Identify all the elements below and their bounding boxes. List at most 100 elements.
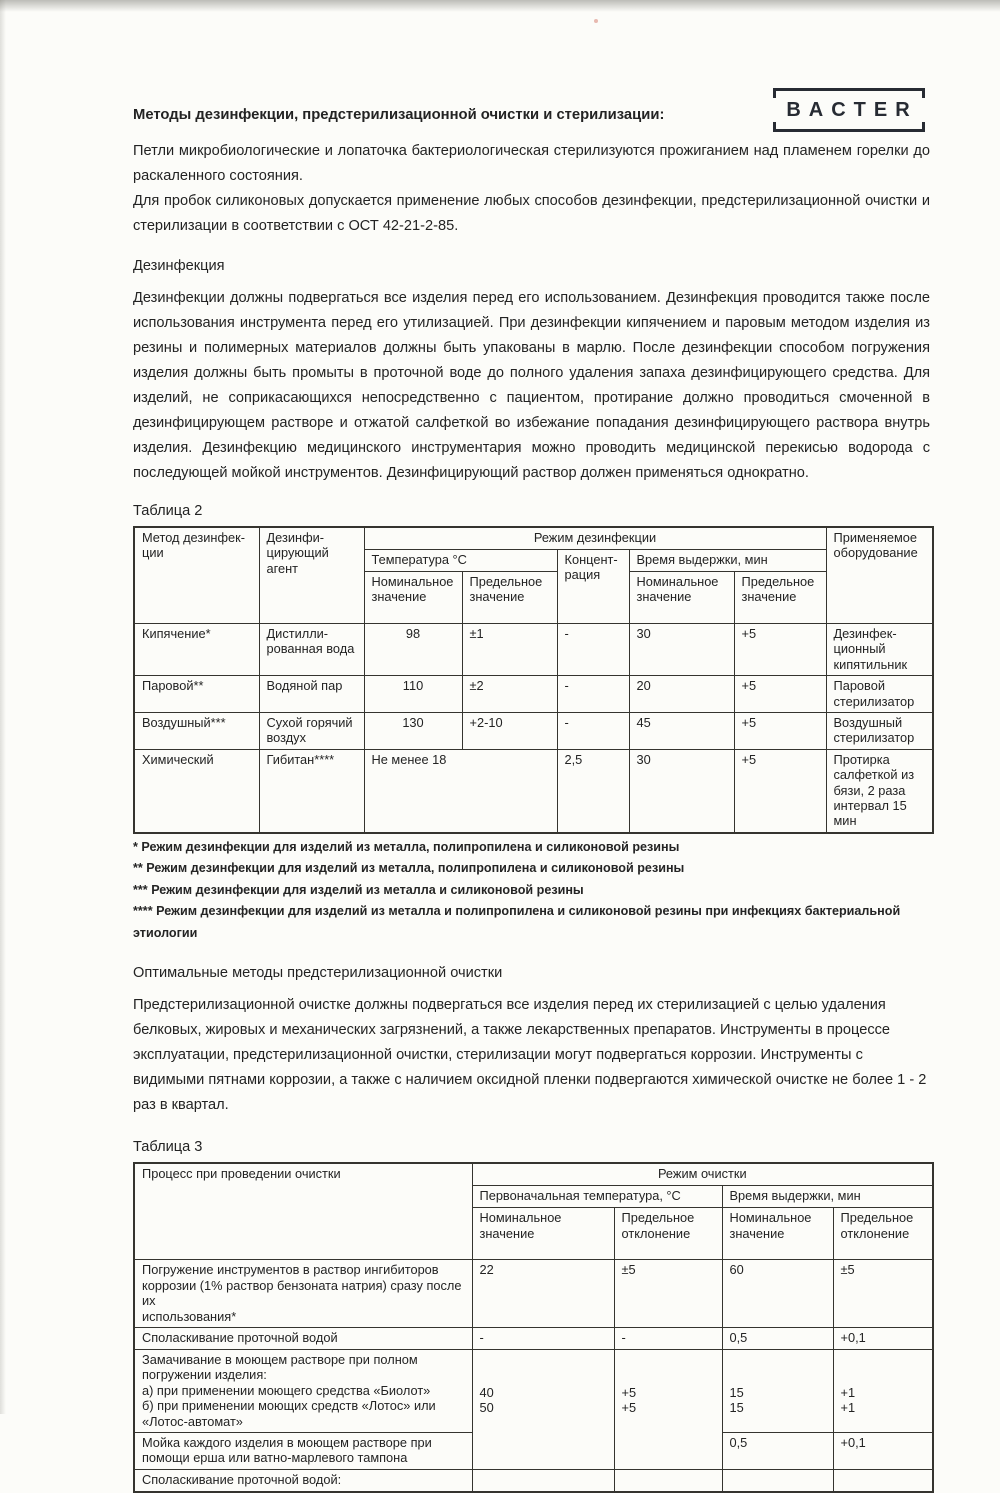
cell-time-nominal [721, 1468, 834, 1493]
cell-temp-deviation: +5 +5 [613, 1349, 723, 1470]
cell-process: Споласкивание проточной водой: [133, 1468, 473, 1493]
document-title: Методы дезинфекции, предстерилизационной… [133, 107, 665, 123]
logo-text: BACTER [786, 98, 918, 121]
cell-process: Споласкивание проточной водой [133, 1327, 473, 1350]
cell-method: Химический [133, 748, 260, 834]
col-header-limit: Предельное значение [461, 571, 558, 624]
cell-time-deviation [832, 1468, 934, 1493]
cell-concentration: - [556, 675, 630, 714]
cell-temp-nominal: 110 [363, 675, 463, 714]
footnote: *** Режим дезинфекции для изделий из мет… [133, 882, 584, 897]
logo-frame-corner [773, 122, 776, 129]
col-header-process: Процесс при проведении очистки [133, 1162, 473, 1261]
logo-frame-corner [773, 91, 776, 98]
cell-method: Воздушный*** [133, 712, 260, 750]
cell-temp-limit: ±2 [461, 675, 558, 714]
table-row: Воздушный*** Сухой горячий воздух 130 +2… [133, 712, 934, 750]
table-row: Химический Гибитан**** Не менее 18 2,5 3… [133, 748, 934, 834]
scan-edge-top [0, 0, 1000, 12]
logo-frame-corner [922, 122, 925, 129]
table-header-row: Номинальное значение Предельное отклонен… [134, 1207, 934, 1261]
col-header-temperature: Первоначальная температура, °С [471, 1185, 723, 1209]
cell-time-deviation: ±5 [832, 1259, 934, 1328]
cell-agent: Сухой горячий воздух [258, 712, 365, 750]
cleaning-paragraph: Предстерилизационной очистке должны подв… [133, 997, 927, 1114]
bacter-logo: BACTER [773, 88, 925, 132]
col-header-temperature: Температура °С [363, 549, 558, 572]
col-header-nominal: Номинальное значение [363, 571, 463, 624]
cell-equipment: Дезинфек- ционный кипятильник [825, 622, 934, 677]
col-header-deviation: Предельное отклонение [613, 1207, 723, 1261]
col-header-nominal: Номинальное значение [721, 1207, 834, 1261]
cell-method: Паровой** [133, 675, 260, 714]
cell-agent: Гибитан**** [258, 748, 365, 834]
logo-frame-corner [922, 91, 925, 98]
table-row: Паровой** Водяной пар 110 ±2 - 20 +5 Пар… [133, 675, 934, 714]
col-header-method: Метод дезинфек- ции [133, 526, 260, 624]
table-header-row: Метод дезинфек- ции Дезинфи- цирующий аг… [133, 526, 934, 624]
cell-temp-span: Не менее 18 [363, 748, 558, 834]
cell-time-limit: +5 [733, 675, 827, 714]
col-header-time: Время выдержки, мин [721, 1185, 934, 1209]
cell-temp-limit: ±1 [461, 622, 558, 677]
section-heading-cleaning: Оптимальные методы предстерилизационной … [133, 965, 503, 982]
disinfection-paragraph: Дезинфекции должны подвергаться все изде… [133, 290, 930, 481]
cell-time-limit: +5 [733, 748, 827, 834]
cell-temp-nominal: 40 50 [471, 1349, 615, 1470]
col-header-concentration: Концент- рация [556, 549, 630, 624]
col-header-deviation: Предельное отклонение [832, 1207, 934, 1261]
col-header-nominal: Номинальное значение [471, 1207, 615, 1261]
cell-equipment: Воздушный стерилизатор [825, 712, 934, 750]
table-row: Споласкивание проточной водой: [133, 1468, 934, 1493]
cell-temp-nominal [471, 1468, 615, 1493]
cell-concentration: - [556, 622, 630, 677]
table-row: Споласкивание проточной водой - - 0,5 +0… [133, 1327, 934, 1350]
cell-time-nominal: 30 [628, 748, 735, 834]
cell-temp-nominal: 22 [471, 1259, 615, 1328]
cell-time-limit: +5 [733, 712, 827, 750]
cell-temp-limit: +2-10 [461, 712, 558, 750]
col-header-equipment: Применяемое оборудование [825, 526, 934, 624]
cell-time-nominal: 20 [628, 675, 735, 714]
col-header-nominal: Номинальное значение [628, 571, 735, 624]
cell-process: Мойка каждого изделия в моющем растворе … [133, 1432, 473, 1470]
table-row: Погружение инструментов в раствор ингиби… [133, 1259, 934, 1328]
col-header-time: Время выдержки, мин [628, 549, 827, 572]
cell-time-deviation: +0,1 [832, 1432, 934, 1470]
cell-temp-deviation [613, 1468, 723, 1493]
cell-equipment: Паровой стерилизатор [825, 675, 934, 714]
cleaning-modes-table: Процесс при проведении очистки Режим очи… [133, 1162, 935, 1493]
cell-time-nominal: 60 [721, 1259, 834, 1328]
cell-method: Кипячение* [133, 622, 260, 677]
intro-paragraph: Петли микробиологические и лопаточка бак… [133, 143, 930, 234]
document-content: Методы дезинфекции, предстерилизационной… [133, 0, 935, 1493]
cell-temp-nominal: 98 [363, 622, 463, 677]
cell-time-nominal: 0,5 [721, 1432, 834, 1470]
cell-temp-nominal: - [471, 1327, 615, 1350]
col-header-mode: Режим дезинфекции [363, 526, 827, 550]
cell-temp-deviation: - [613, 1327, 723, 1350]
cell-process: Погружение инструментов в раствор ингиби… [133, 1259, 473, 1328]
section-heading-disinfection: Дезинфекция [133, 258, 225, 274]
scan-artifact-dot [594, 19, 598, 23]
col-header-limit: Предельное значение [733, 571, 827, 624]
table-row: Кипячение* Дистилли- рованная вода 98 ±1… [133, 622, 934, 677]
cell-concentration: - [556, 712, 630, 750]
table-header-row: Номинальное значение Предельное значение… [134, 571, 933, 624]
cell-temp-nominal: 130 [363, 712, 463, 750]
cell-concentration: 2,5 [556, 748, 630, 834]
cell-time-deviation: +0,1 [832, 1327, 934, 1350]
cell-time-nominal: 30 [628, 622, 735, 677]
cell-time-deviation: +1 +1 [832, 1348, 934, 1434]
footnote: ** Режим дезинфекции для изделий из мета… [133, 861, 685, 876]
cell-time-nominal: 0,5 [721, 1327, 834, 1350]
table-header-row: Процесс при проведении очистки Режим очи… [133, 1162, 934, 1261]
cell-time-nominal: 45 [628, 712, 735, 750]
cell-agent: Водяной пар [258, 675, 365, 714]
footnote: **** Режим дезинфекции для изделий из ме… [133, 904, 901, 940]
cell-equipment: Протирка салфеткой из бязи, 2 раза интер… [825, 748, 934, 834]
table3-caption: Таблица 3 [133, 1139, 203, 1156]
scan-edge-left [0, 0, 6, 1414]
footnote: * Режим дезинфекции для изделий из метал… [133, 839, 680, 854]
